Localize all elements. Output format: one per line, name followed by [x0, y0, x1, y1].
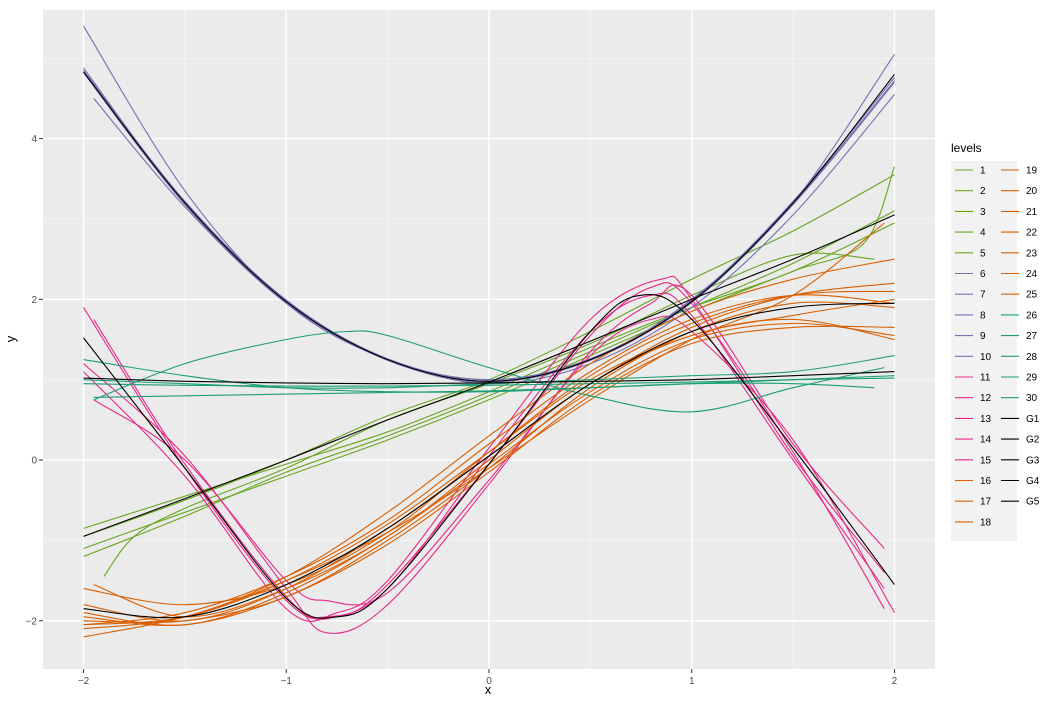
series-line-G3 [83, 294, 895, 619]
series-line-25 [83, 325, 895, 626]
y-tick-label: −2 [26, 616, 38, 627]
x-tick-label: 1 [689, 676, 695, 687]
legend-label: 2 [980, 186, 986, 197]
legend-label: 28 [1026, 352, 1038, 363]
legend-label: 18 [980, 517, 992, 528]
series-line-12 [83, 284, 885, 634]
legend-keys-background [951, 161, 1017, 541]
legend-label: G3 [1026, 455, 1040, 466]
legend-label: G2 [1026, 435, 1040, 446]
legend-label: 25 [1026, 290, 1038, 301]
legend-label: 7 [980, 290, 986, 301]
legend-label: 16 [980, 476, 992, 487]
legend-label: 22 [1026, 228, 1038, 239]
y-tick-label: 2 [31, 295, 37, 306]
series-line-10 [83, 69, 895, 381]
series-layer [83, 25, 896, 638]
legend-label: 27 [1026, 331, 1038, 342]
legend-label: 12 [980, 393, 992, 404]
legend: levels 123456789101112131415161718192021… [951, 141, 1040, 541]
x-tick-label: −2 [78, 676, 90, 687]
x-tick-label: 0 [486, 676, 492, 687]
x-axis-label: x [485, 682, 492, 697]
y-tick-label: 4 [31, 134, 37, 145]
legend-label: 4 [980, 228, 986, 239]
legend-label: 13 [980, 414, 992, 425]
legend-label: 30 [1026, 393, 1038, 404]
legend-label: 8 [980, 310, 986, 321]
legend-label: 6 [980, 269, 986, 280]
legend-label: 20 [1026, 186, 1038, 197]
y-tick-label: 0 [31, 456, 37, 467]
series-line-G4 [83, 302, 895, 619]
legend-label: 10 [980, 352, 992, 363]
x-tick-label: 2 [892, 676, 898, 687]
legend-label: 1 [980, 166, 986, 177]
x-axis-ticks: −2 −1 0 1 2 [78, 669, 898, 687]
legend-label: 29 [1026, 373, 1038, 384]
legend-label: 26 [1026, 310, 1038, 321]
legend-label: 15 [980, 455, 992, 466]
series-line-G2 [83, 71, 895, 382]
legend-label: G4 [1026, 476, 1040, 487]
legend-label: 14 [980, 435, 992, 446]
y-axis-label: y [3, 335, 18, 342]
legend-label: 3 [980, 207, 986, 218]
series-line-G1 [83, 214, 895, 537]
legend-label: 9 [980, 331, 986, 342]
legend-label: 21 [1026, 207, 1038, 218]
series-line-30 [83, 377, 895, 387]
legend-title: levels [951, 141, 982, 155]
x-tick-label: −1 [281, 676, 293, 687]
series-line-28 [83, 359, 875, 393]
series-line-24 [83, 294, 895, 626]
series-line-22 [83, 222, 885, 638]
legend-label: 24 [1026, 269, 1038, 280]
series-line-15 [93, 315, 895, 613]
series-line-2 [103, 252, 875, 577]
legend-label: 11 [980, 373, 991, 384]
y-axis-ticks: −2 0 2 4 [26, 134, 43, 627]
legend-label: G1 [1026, 414, 1040, 425]
legend-label: 19 [1026, 166, 1038, 177]
legend-label: G5 [1026, 497, 1040, 508]
series-line-4 [83, 210, 895, 558]
legend-label: 23 [1026, 248, 1038, 259]
legend-label: 5 [980, 248, 986, 259]
series-line-G5 [83, 371, 895, 385]
series-line-27 [93, 330, 885, 413]
series-line-20 [83, 298, 895, 626]
legend-label: 17 [980, 497, 992, 508]
